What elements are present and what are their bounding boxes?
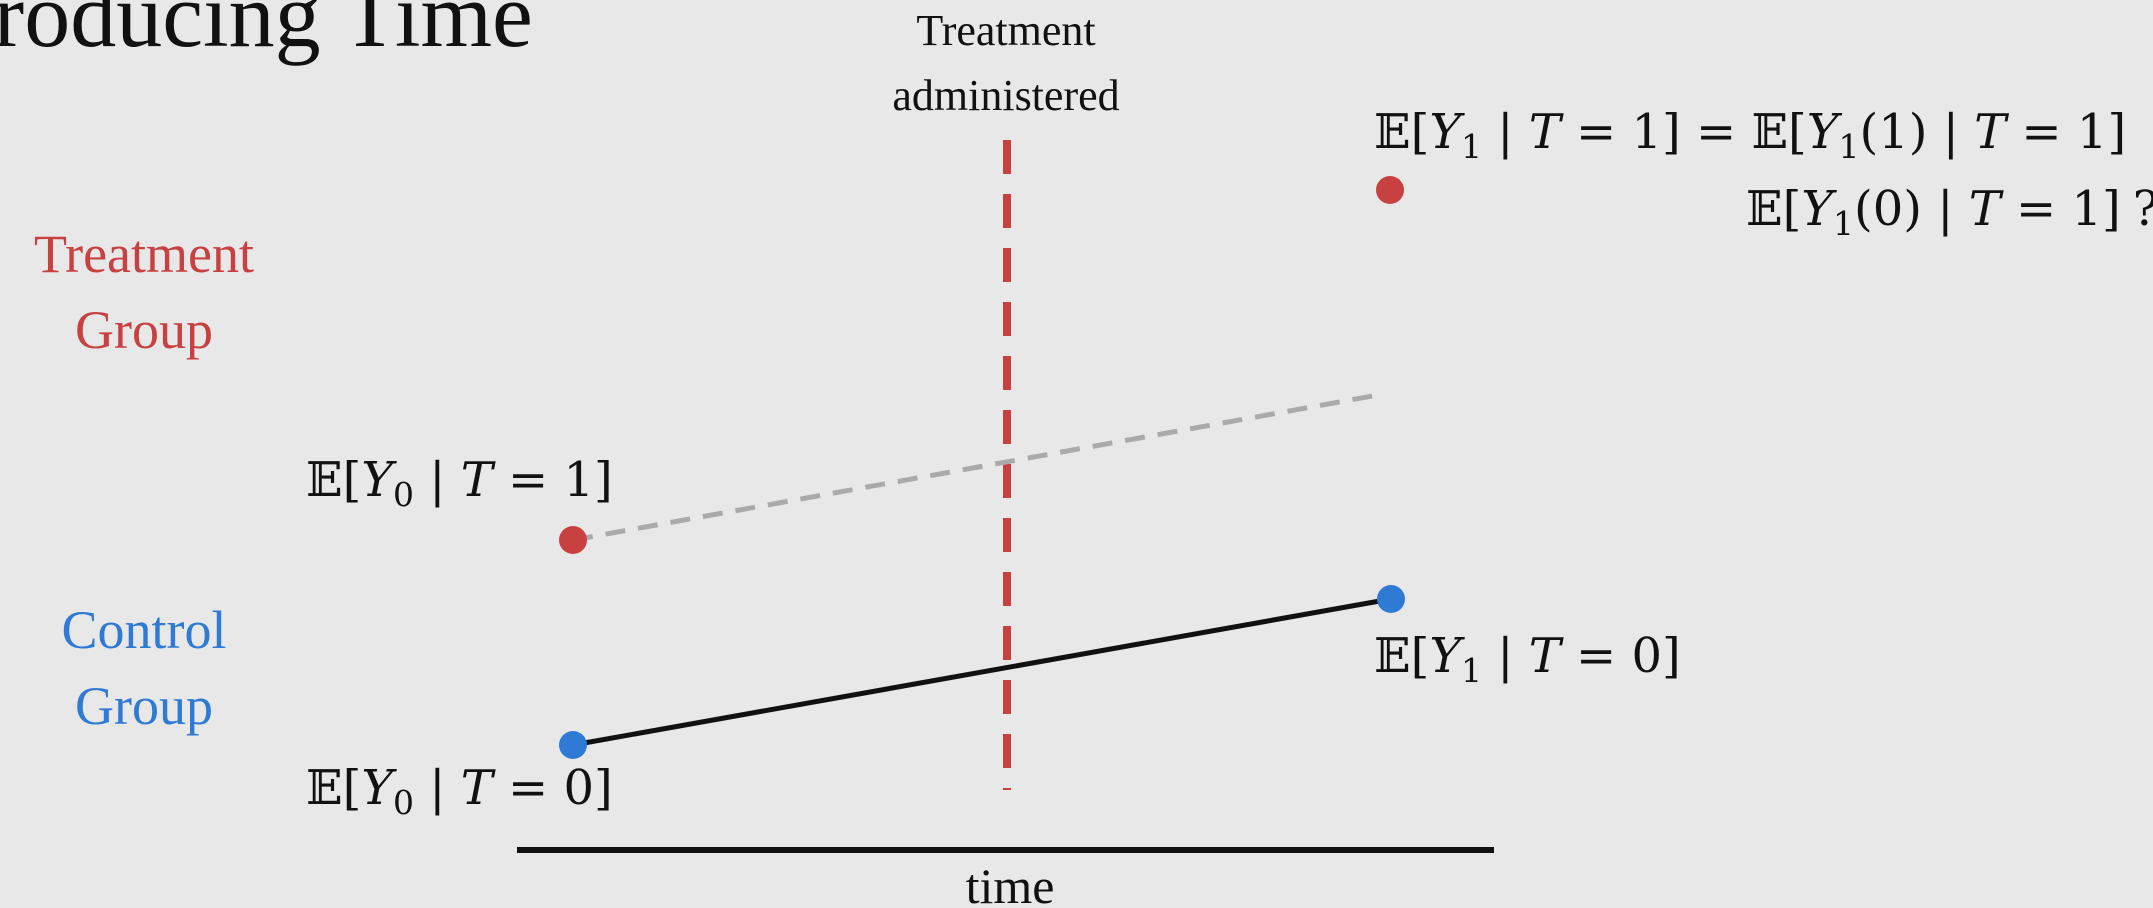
treatment-group-label-line2: Group: [75, 300, 213, 360]
control-group-label-line1: Control: [61, 600, 226, 660]
counterfactual-expectation: 𝔼[Y1(0) | T = 1]?: [1746, 181, 2153, 243]
expectation-y0-control: 𝔼[Y0 | T = 0]: [306, 760, 613, 822]
treatment-post-point: [1376, 176, 1404, 204]
treatment-group-label-line1: Treatment: [34, 224, 254, 284]
time-axis-label: time: [966, 858, 1055, 908]
control-group-label-line2: Group: [75, 676, 213, 736]
counterfactual-trend-line: [572, 392, 1379, 543]
expectation-y1-control: 𝔼[Y1 | T = 0]: [1374, 628, 1681, 690]
control-trend-line: [572, 596, 1392, 748]
control-pre-point: [559, 731, 587, 759]
control-post-point: [1377, 585, 1405, 613]
treatment-administered-label-line2: administered: [892, 71, 1119, 120]
treatment-pre-point: [559, 526, 587, 554]
expectation-y0-treated: 𝔼[Y0 | T = 1]: [306, 452, 613, 514]
expectation-y1-treated-equation: 𝔼[Y1 | T = 1] = 𝔼[Y1(1) | T = 1]: [1374, 104, 2126, 166]
treatment-administered-label-line1: Treatment: [916, 6, 1095, 55]
slide-title: troducing Time: [0, 0, 533, 66]
